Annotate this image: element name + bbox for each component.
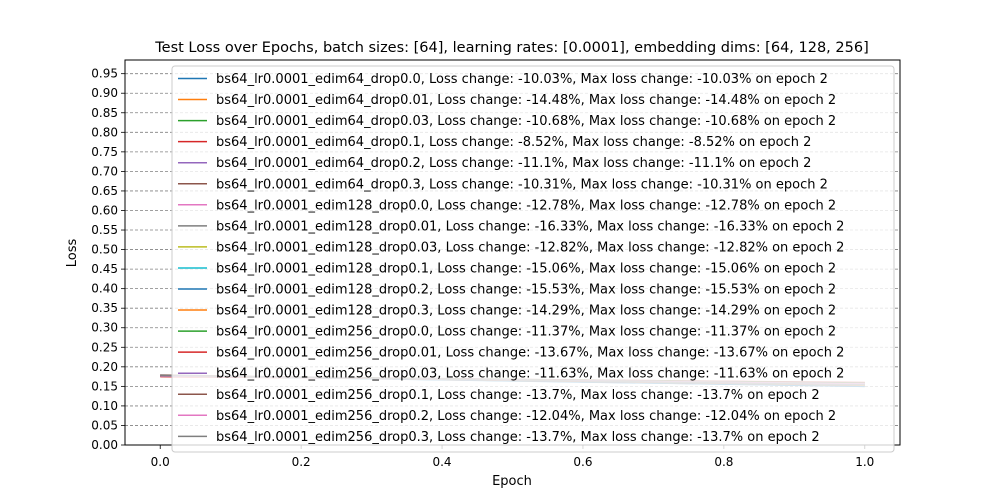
y-tick-label: 0.55	[91, 223, 118, 237]
y-tick-label: 0.30	[91, 321, 118, 335]
legend-entry-label: bs64_lr0.0001_edim64_drop0.1, Loss chang…	[216, 135, 811, 150]
legend-entry-label: bs64_lr0.0001_edim256_drop0.03, Loss cha…	[216, 367, 844, 382]
y-tick-label: 0.10	[91, 399, 118, 413]
x-tick-label: 0.8	[714, 455, 733, 469]
x-tick-label: 0.2	[292, 455, 311, 469]
x-axis-label: Epoch	[492, 474, 532, 489]
legend-entry-label: bs64_lr0.0001_edim128_drop0.2, Loss chan…	[216, 283, 836, 298]
y-tick-label: 0.15	[91, 379, 118, 393]
y-axis-label: Loss	[65, 239, 80, 268]
y-tick-label: 0.95	[91, 67, 118, 81]
y-axis-ticks: 0.00 0.05 0.10 0.15 0.20 0.25 0.30 0.35 0.40 0.45…	[91, 67, 125, 452]
legend-entry-label: bs64_lr0.0001_edim128_drop0.01, Loss cha…	[216, 219, 844, 234]
y-tick-label: 0.40	[91, 282, 118, 296]
y-tick-label: 0.70	[91, 164, 118, 178]
legend-entry-label: bs64_lr0.0001_edim256_drop0.2, Loss chan…	[216, 409, 836, 424]
x-tick-label: 1.0	[855, 455, 874, 469]
legend-entry-label: bs64_lr0.0001_edim64_drop0.3, Loss chang…	[216, 177, 828, 192]
legend-entry-label: bs64_lr0.0001_edim128_drop0.03, Loss cha…	[216, 240, 844, 255]
x-axis-ticks: 0.0 0.2 0.4 0.6 0.8 1.0	[151, 445, 874, 469]
y-tick-label: 0.20	[91, 360, 118, 374]
legend-entry-label: bs64_lr0.0001_edim256_drop0.3, Loss chan…	[216, 430, 820, 445]
x-tick-label: 0.4	[432, 455, 451, 469]
legend-entry-label: bs64_lr0.0001_edim256_drop0.01, Loss cha…	[216, 346, 844, 361]
y-tick-label: 0.25	[91, 340, 118, 354]
legend-entry-label: bs64_lr0.0001_edim64_drop0.01, Loss chan…	[216, 93, 836, 108]
y-tick-label: 0.35	[91, 301, 118, 315]
y-tick-label: 0.90	[91, 86, 118, 100]
y-tick-label: 0.00	[91, 438, 118, 452]
chart-title: Test Loss over Epochs, batch sizes: [64]…	[154, 40, 869, 56]
legend-entry-label: bs64_lr0.0001_edim64_drop0.2, Loss chang…	[216, 156, 811, 171]
y-tick-label: 0.85	[91, 106, 118, 120]
legend: bs64_lr0.0001_edim64_drop0.0, Loss chang…	[171, 65, 895, 453]
y-tick-label: 0.05	[91, 418, 118, 432]
y-tick-label: 0.75	[91, 145, 118, 159]
y-tick-label: 0.45	[91, 262, 118, 276]
legend-entry-label: bs64_lr0.0001_edim128_drop0.1, Loss chan…	[216, 261, 836, 276]
y-tick-label: 0.65	[91, 184, 118, 198]
legend-entry-label: bs64_lr0.0001_edim128_drop0.3, Loss chan…	[216, 304, 836, 319]
x-tick-label: 0.0	[151, 455, 170, 469]
legend-entry-label: bs64_lr0.0001_edim128_drop0.0, Loss chan…	[216, 198, 836, 213]
y-tick-label: 0.80	[91, 125, 118, 139]
legend-entry-label: bs64_lr0.0001_edim64_drop0.0, Loss chang…	[216, 72, 828, 87]
legend-entry-label: bs64_lr0.0001_edim256_drop0.0, Loss chan…	[216, 325, 836, 340]
y-tick-label: 0.50	[91, 243, 118, 257]
y-tick-label: 0.60	[91, 203, 118, 217]
x-tick-label: 0.6	[573, 455, 592, 469]
legend-entry-label: bs64_lr0.0001_edim256_drop0.1, Loss chan…	[216, 388, 820, 403]
legend-entry-label: bs64_lr0.0001_edim64_drop0.03, Loss chan…	[216, 114, 836, 129]
legend-box	[171, 65, 895, 453]
